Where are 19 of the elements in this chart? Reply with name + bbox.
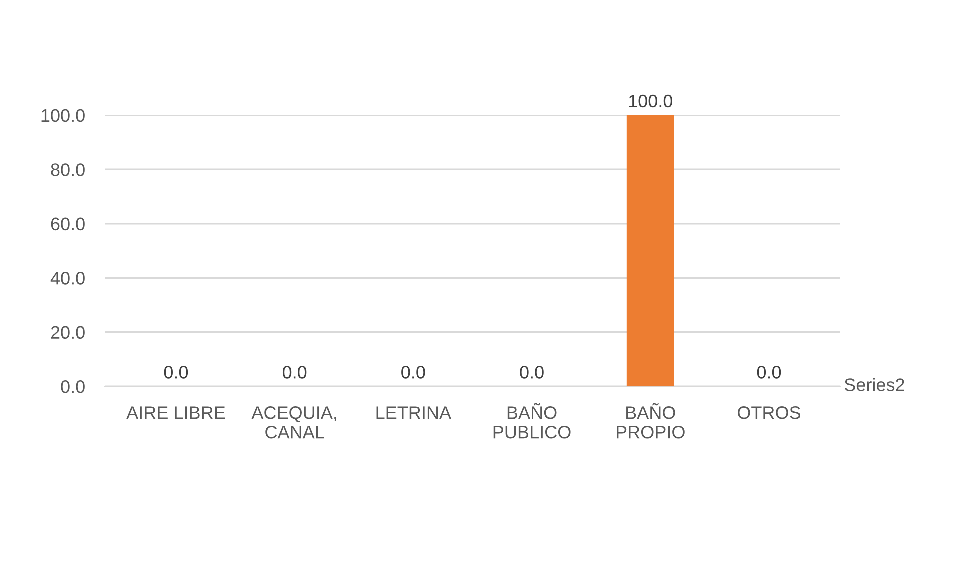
x-tick-label: OTROS <box>738 406 801 420</box>
x-tick-label: LETRINA <box>376 406 452 420</box>
data-label: 0.0 <box>520 366 544 379</box>
y-tick-label: 40.0 <box>50 272 85 285</box>
text: Series2 <box>844 378 904 392</box>
x-tick-label: AIRE LIBRE <box>126 406 226 420</box>
x-tick-label: ACEQUIA, CANAL <box>252 406 336 439</box>
x-tick-label: BAÑO PUBLICO <box>494 403 571 439</box>
y-tick-label: 100.0 <box>42 109 85 122</box>
y-tick-label: 0.0 <box>61 380 85 394</box>
data-label: 0.0 <box>282 366 307 379</box>
data-label: 100.0 <box>629 94 673 108</box>
data-label: 0.0 <box>757 366 782 379</box>
y-tick-label: 60.0 <box>51 218 85 231</box>
data-label: 0.0 <box>402 366 426 379</box>
x-tick-label: BAÑO PROPIO <box>617 403 685 439</box>
y-tick-label: 20.0 <box>51 326 85 340</box>
data-label: 0.0 <box>164 366 188 379</box>
y-tick-label: 80.0 <box>51 164 85 176</box>
